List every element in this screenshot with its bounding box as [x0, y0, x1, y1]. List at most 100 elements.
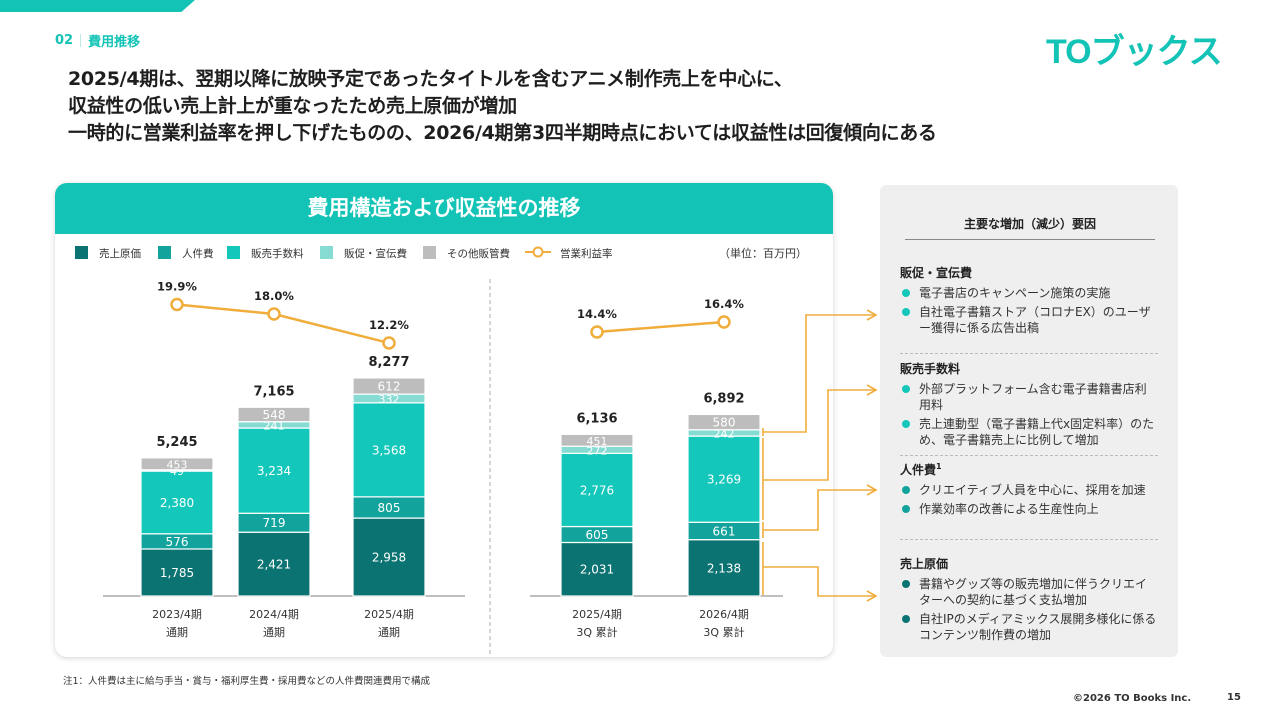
margin-point: [267, 307, 281, 321]
page-number: 15: [1227, 692, 1241, 703]
arrow-head-personnel: [866, 484, 878, 496]
category-label: 2025/4期: [364, 608, 414, 621]
factor-group-commission: 販売手数料 外部プラットフォーム含む電子書籍書店利用料 売上連動型（電子書籍上代…: [900, 360, 1158, 451]
bullet-icon: [902, 289, 910, 297]
data-label-cost-of-sales: 2,031: [580, 563, 614, 577]
bullet-icon: [902, 420, 910, 428]
chart-title: 費用構造および収益性の推移: [55, 183, 833, 234]
legend-label-cost-of-sales: 売上原価: [99, 247, 141, 260]
factor-item: 作業効率の改善による生産性向上: [900, 501, 1158, 517]
category-sublabel: 3Q 累計: [703, 625, 744, 639]
category-label: 2024/4期: [249, 608, 299, 621]
arrow-head-promotion: [866, 309, 878, 321]
bar-segment-cost-of-sales: [560, 541, 634, 597]
data-label-sales-commission: 3,234: [257, 464, 291, 478]
category-sublabel: 通期: [166, 626, 188, 639]
legend-swatch-sales-commission: [227, 246, 240, 259]
margin-line-full_year: [176, 303, 390, 345]
factor-item: 外部プラットフォーム含む電子書籍書店利用料: [900, 381, 1158, 413]
category-sublabel: 3Q 累計: [576, 625, 617, 639]
factor-heading: 売上原価: [900, 557, 949, 571]
legend-label-other-sga: その他販管費: [447, 247, 510, 260]
brand-logo: TOブックス: [1046, 33, 1223, 71]
data-label-promotion: 241: [264, 419, 285, 432]
data-label-personnel: 605: [586, 528, 609, 542]
legend-swatch-other-sga: [423, 246, 436, 259]
data-label-personnel: 719: [263, 516, 286, 530]
total-label: 6,892: [703, 391, 744, 406]
factor-heading: 販売手数料: [900, 362, 961, 376]
bullet-icon: [902, 308, 910, 316]
data-label-sales-commission: 3,269: [707, 473, 741, 487]
arrow-head-cost-of-sales: [866, 590, 878, 602]
data-label-other-sga: 451: [587, 435, 608, 448]
unit-label: （単位：百万円）: [719, 246, 807, 260]
factor-heading: 人件費1: [900, 462, 942, 477]
bar-segment-cost-of-sales: [237, 531, 311, 597]
bar-segment-other-sga: [140, 457, 214, 471]
bar-segment-cost-of-sales: [140, 548, 214, 597]
category-label: 2026/4期: [699, 608, 749, 621]
factor-item: 自社IPのメディアミックス展開多様化に係るコンテンツ制作費の増加: [900, 611, 1158, 643]
total-label: 8,277: [368, 355, 409, 370]
headline-line: 収益性の低い売上計上が重なったため売上原価が増加: [68, 95, 517, 117]
data-label-promotion: 332: [379, 393, 400, 406]
total-label: 7,165: [253, 384, 294, 399]
margin-label: 18.0%: [254, 289, 294, 303]
bar-segment-other-sga: [687, 413, 761, 431]
factor-divider: [900, 353, 1158, 354]
data-label-personnel: 661: [713, 524, 736, 538]
factor-group-promotion: 販促・宣伝費 電子書店のキャンペーン施策の実施 自社電子書籍ストア（コロナEX）…: [900, 264, 1158, 339]
bar-segment-cost-of-sales: [352, 517, 426, 597]
bar-segment-other-sga: [560, 433, 634, 447]
headline-line: 一時的に営業利益率を押し下げたものの、2026/4期第3四半期時点においては収益…: [68, 122, 937, 144]
data-label-other-sga: 453: [167, 458, 188, 471]
data-label-personnel: 805: [378, 501, 401, 515]
factor-item: 自社電子書籍ストア（コロナEX）のユーザー獲得に係る広告出稿: [900, 304, 1158, 336]
margin-label: 12.2%: [369, 318, 409, 332]
factor-item: 売上連動型（電子書籍上代x固定料率）のため、電子書籍売上に比例して増加: [900, 416, 1158, 448]
data-label-sales-commission: 2,380: [160, 496, 194, 510]
legend-swatch-personnel: [158, 246, 171, 259]
factor-divider: [900, 539, 1158, 540]
bar-segment-other-sga: [352, 377, 426, 395]
footnote: 注1：人件費は主に給与手当・賞与・福利厚生費・採用費などの人件費関連費用で構成: [63, 676, 431, 687]
section-title: 費用推移: [88, 35, 141, 50]
bar-segment-sales-commission: [237, 427, 311, 514]
data-label-personnel: 576: [166, 535, 189, 549]
section-label: 02 費用推移: [55, 31, 140, 50]
bar-segment-sales-commission: [140, 470, 214, 535]
data-label-other-sga: 580: [713, 416, 736, 430]
legend-label-sales-commission: 販売手数料: [251, 247, 304, 260]
legend-label-margin: 営業利益率: [560, 247, 613, 260]
data-label-other-sga: 548: [263, 408, 286, 422]
data-label-cost-of-sales: 2,138: [707, 561, 741, 575]
margin-point: [717, 315, 731, 329]
data-label-sales-commission: 3,568: [372, 443, 406, 457]
category-label: 2023/4期: [152, 608, 202, 621]
factor-item: 電子書店のキャンペーン施策の実施: [900, 285, 1158, 301]
bar-segment-other-sga: [237, 406, 311, 423]
total-label: 5,245: [156, 435, 197, 450]
bar-segment-sales-commission: [687, 435, 761, 523]
arrow-head-commission: [866, 384, 878, 396]
factor-heading: 販促・宣伝費: [900, 266, 973, 280]
section-separator: [80, 34, 82, 47]
margin-label: 19.9%: [157, 280, 197, 294]
bullet-icon: [902, 385, 910, 393]
factor-group-cost-of-sales: 売上原価 書籍やグッズ等の販売増加に伴うクリエイターへの契約に基づく支払増加 自…: [900, 555, 1158, 646]
margin-point: [590, 325, 604, 339]
top-accent-band: [0, 0, 195, 12]
data-label-cost-of-sales: 2,421: [257, 558, 291, 572]
factor-divider: [900, 455, 1158, 456]
chart-legend: 売上原価 人件費 販売手数料 販促・宣伝費 その他販管費 営業利益率: [75, 246, 613, 260]
category-sublabel: 通期: [263, 626, 285, 639]
margin-line-q3_cumulative: [596, 320, 725, 334]
bullet-icon: [902, 486, 910, 494]
legend-marker-margin: [532, 246, 544, 258]
margin-label: 14.4%: [577, 307, 617, 321]
bar-segment-sales-commission: [560, 452, 634, 528]
legend-swatch-cost-of-sales: [75, 246, 88, 259]
footnote-marker: 1: [936, 462, 942, 471]
margin-point: [170, 297, 184, 312]
